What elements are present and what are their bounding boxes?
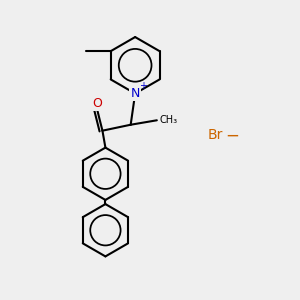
Text: −: − <box>225 126 239 144</box>
Text: +: + <box>139 81 147 91</box>
Text: O: O <box>92 98 102 110</box>
Text: CH₃: CH₃ <box>159 115 177 125</box>
Text: Br: Br <box>208 128 223 142</box>
Text: N: N <box>130 87 140 100</box>
